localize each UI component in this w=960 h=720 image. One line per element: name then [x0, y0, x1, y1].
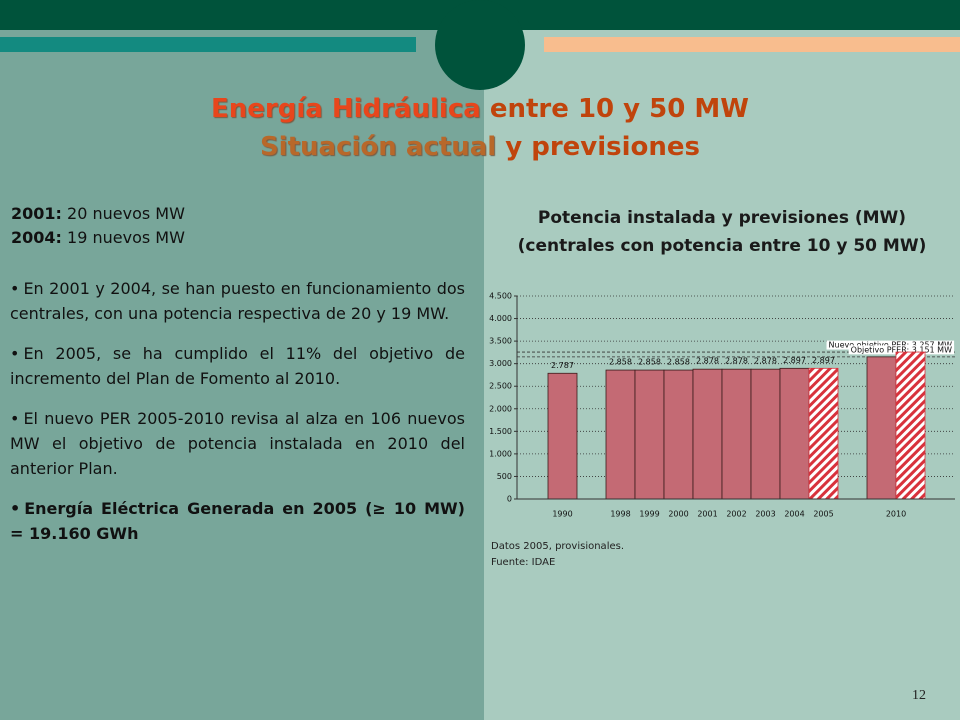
label-box: [848, 345, 955, 355]
y-tick-label: 3.500: [489, 337, 512, 346]
y-tick-label: 1.500: [489, 427, 512, 436]
bar: [663, 369, 694, 500]
x-tick-label: 2000: [668, 510, 688, 519]
fact: 2001: 20 nuevos MW: [11, 202, 185, 226]
subtitle-part: y previsiones: [496, 132, 701, 162]
x-tick-label: 2005: [813, 510, 833, 519]
bar: [866, 356, 897, 500]
value-label: 2.858: [609, 358, 632, 367]
bar: [808, 367, 839, 500]
y-tick-label: 1.000: [489, 449, 512, 458]
x-tick-label: 1999: [639, 510, 659, 519]
title: Energía Hidráulica entre 10 y 50 MW: [0, 94, 960, 124]
bullet: En 2005, se ha cumplido el 11% del objet…: [10, 341, 465, 391]
note: Fuente: IDAE: [491, 557, 556, 568]
bar: [605, 369, 636, 500]
title-part: entre 10 y 50 MW: [480, 94, 749, 124]
bullets: En 2001 y 2004, se han puesto en funcion…: [10, 276, 465, 561]
bullet: En 2001 y 2004, se han puesto en funcion…: [10, 276, 465, 326]
fact-label: 2004:: [11, 228, 62, 247]
x-tick-label: 2010: [886, 510, 906, 519]
value-label: 2.878: [725, 357, 748, 366]
fact-text: 19 nuevos MW: [61, 228, 185, 247]
y-tick-label: 4.500: [489, 292, 512, 301]
stripe: [544, 37, 960, 52]
stripe: [0, 37, 416, 52]
x-tick-label: 1990: [552, 510, 572, 519]
x-tick-label: 2002: [726, 510, 746, 519]
value-label: 2.878: [696, 357, 719, 366]
bar: [721, 368, 752, 500]
y-tick-label: 3.000: [489, 359, 512, 368]
y-tick-label: 2.500: [489, 382, 512, 391]
value-label: 2.858: [638, 358, 661, 367]
bar: [634, 369, 665, 500]
bar: [779, 367, 810, 500]
reference-label: Objetivo PFER: 3.151 MW: [851, 345, 952, 354]
bar: [692, 368, 723, 500]
value-label: 2.897: [783, 356, 806, 365]
fact: 2004: 19 nuevos MW: [11, 226, 185, 250]
fact-label: 2001:: [11, 204, 62, 223]
bullet: Energía Eléctrica Generada en 2005 (≥ 10…: [10, 496, 465, 546]
value-label: 2.858: [667, 358, 690, 367]
reference-label: Nuevo objetivo PER: 3.257 MW: [829, 341, 953, 350]
bullet: El nuevo PER 2005-2010 revisa al alza en…: [10, 406, 465, 481]
label-box: [826, 340, 955, 350]
bar: [547, 372, 578, 500]
y-tick-label: 2.000: [489, 404, 512, 413]
subtitle-part: Situación actual: [259, 132, 497, 162]
bar: [750, 368, 781, 500]
x-tick-label: 2003: [755, 510, 775, 519]
x-tick-label: 2001: [697, 510, 717, 519]
value-label: 2.878: [754, 357, 777, 366]
chart-subtitle: (centrales con potencia entre 10 y 50 MW…: [517, 236, 927, 256]
fact-text: 20 nuevos MW: [61, 204, 185, 223]
value-label: 2.897: [812, 356, 835, 365]
note: Datos 2005, provisionales.: [491, 541, 625, 552]
page-number: 12: [912, 688, 926, 703]
y-tick-label: 0: [507, 495, 512, 504]
title-part: Energía Hidráulica: [211, 94, 481, 124]
circle: [435, 0, 525, 90]
y-tick-label: 500: [497, 472, 512, 481]
value-label: 2.787: [551, 361, 574, 370]
x-tick-label: 1998: [610, 510, 630, 519]
chart-title: Potencia instalada y previsiones (MW): [537, 208, 907, 228]
y-tick-label: 4.000: [489, 314, 512, 323]
facts: 2001: 20 nuevos MW 2004: 19 nuevos MW: [11, 202, 185, 250]
x-tick-label: 2004: [784, 510, 804, 519]
subtitle: Situación actual y previsiones: [0, 132, 960, 162]
bar: [895, 351, 926, 500]
